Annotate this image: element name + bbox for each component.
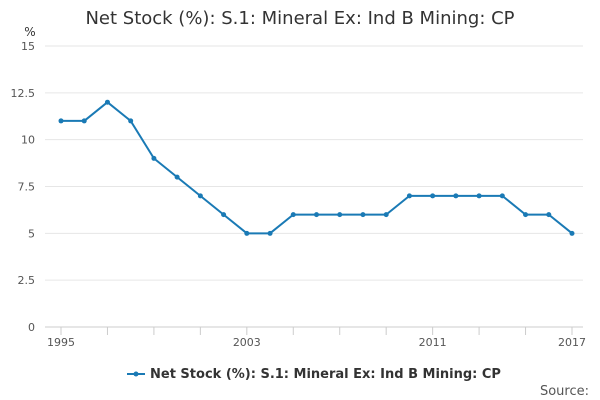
legend-entry-label: Net Stock (%): S.1: Mineral Ex: Ind B Mi… (150, 367, 501, 382)
data-point[interactable] (197, 193, 203, 199)
data-point[interactable] (337, 212, 343, 218)
data-point[interactable] (360, 212, 366, 218)
data-point[interactable] (476, 193, 482, 199)
x-axis-ticks: 1995 2003 2011 2017 (47, 327, 586, 349)
data-point[interactable] (453, 193, 459, 199)
data-point[interactable] (128, 118, 134, 124)
data-point[interactable] (546, 212, 552, 218)
legend-point-marker (133, 371, 139, 377)
data-point[interactable] (430, 193, 436, 199)
x-tick-label: 2017 (558, 336, 586, 349)
y-tick-label: 7.5 (18, 181, 36, 194)
x-tick-label: 2011 (419, 336, 447, 349)
x-tick-label: 2003 (233, 336, 261, 349)
data-point[interactable] (244, 230, 250, 236)
y-axis-ticks: 0 2.5 5 7.5 10 12.5 15 (11, 40, 36, 334)
chart-title: Net Stock (%): S.1: Mineral Ex: Ind B Mi… (85, 8, 514, 29)
data-point[interactable] (383, 212, 389, 218)
data-point[interactable] (569, 230, 575, 236)
y-tick-label: 0 (28, 321, 35, 334)
y-axis-label: % (24, 25, 35, 39)
series-net-stock (58, 99, 575, 236)
gridlines (45, 45, 583, 281)
data-point[interactable] (290, 212, 296, 218)
data-point[interactable] (58, 118, 64, 124)
x-tick-label: 1995 (47, 336, 75, 349)
data-point[interactable] (523, 212, 529, 218)
source-label[interactable]: Source: (540, 384, 589, 399)
y-tick-label: 12.5 (11, 87, 36, 100)
y-tick-label: 5 (28, 227, 35, 240)
data-point[interactable] (81, 118, 87, 124)
data-point[interactable] (104, 99, 110, 105)
legend[interactable]: Net Stock (%): S.1: Mineral Ex: Ind B Mi… (127, 367, 501, 382)
data-point[interactable] (221, 212, 227, 218)
data-point[interactable] (151, 155, 157, 161)
data-point[interactable] (174, 174, 180, 180)
data-point[interactable] (314, 212, 319, 218)
y-tick-label: 2.5 (18, 274, 36, 287)
data-point[interactable] (406, 193, 412, 199)
data-point[interactable] (267, 230, 273, 236)
data-point[interactable] (499, 193, 505, 199)
y-tick-label: 10 (21, 134, 35, 147)
y-tick-label: 15 (21, 40, 35, 53)
